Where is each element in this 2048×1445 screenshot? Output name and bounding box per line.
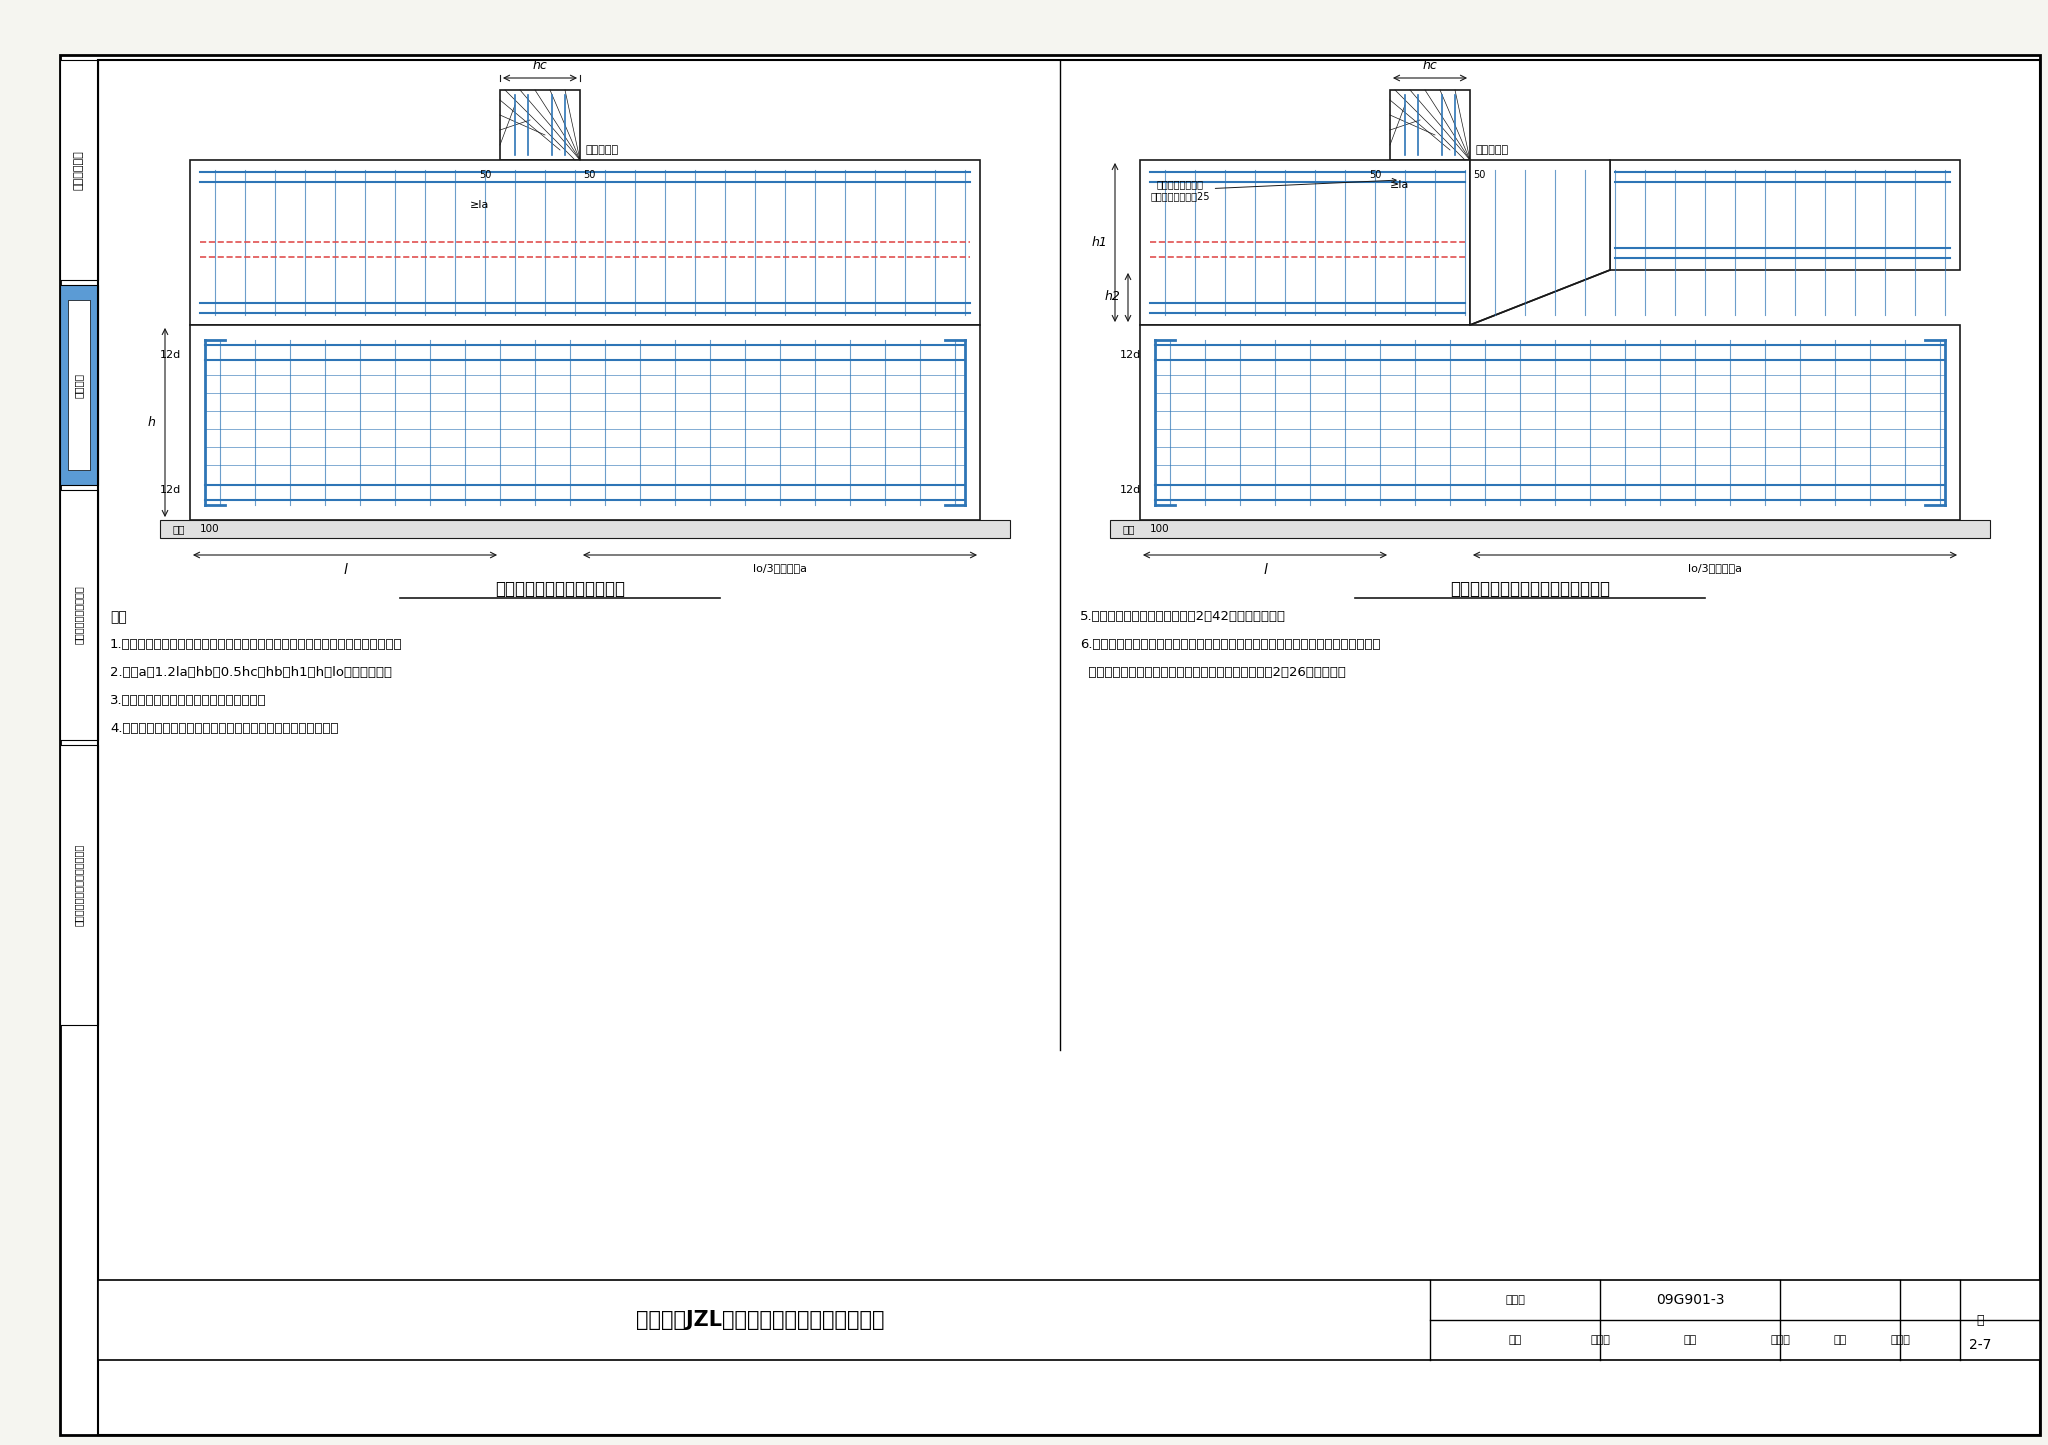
- Bar: [1141, 160, 1470, 325]
- Text: 50: 50: [584, 171, 596, 181]
- Text: l: l: [344, 564, 346, 577]
- Text: 100: 100: [201, 525, 219, 535]
- Text: 校对: 校对: [1683, 1335, 1696, 1345]
- Text: 筏形基础: 筏形基础: [74, 373, 84, 397]
- Bar: [160, 520, 1010, 538]
- Text: 2-7: 2-7: [1968, 1338, 1991, 1353]
- Text: 4.基础主梁相交处的交叉钢筋的位置关系，应按具体设计说明。: 4.基础主梁相交处的交叉钢筋的位置关系，应按具体设计说明。: [111, 722, 338, 736]
- Text: 1.当外伸部位底部纵筋配置多于两排时，从第三排起的延伸长度应由设计者注明。: 1.当外伸部位底部纵筋配置多于两排时，从第三排起的延伸长度应由设计者注明。: [111, 639, 403, 652]
- Text: lo/3且不小于a: lo/3且不小于a: [754, 564, 807, 574]
- Bar: [1141, 325, 1960, 520]
- Text: 页: 页: [1976, 1314, 1985, 1327]
- Text: 100: 100: [1151, 525, 1169, 535]
- Text: 50: 50: [479, 171, 492, 181]
- Text: 过柱或角柱: 过柱或角柱: [586, 144, 618, 155]
- Text: 12d: 12d: [160, 486, 180, 496]
- Bar: [68, 301, 90, 470]
- Text: 审核: 审核: [1509, 1335, 1522, 1345]
- Text: 王怀元: 王怀元: [1890, 1335, 1911, 1345]
- Bar: [190, 160, 981, 325]
- Bar: [1110, 520, 1991, 538]
- Text: 基础主梁JZL端部及外伸部位钢筋排布构造: 基础主梁JZL端部及外伸部位钢筋排布构造: [635, 1311, 885, 1329]
- Polygon shape: [1470, 160, 1610, 325]
- Text: lo/3且不小于a: lo/3且不小于a: [1688, 564, 1743, 574]
- Bar: [1391, 90, 1470, 160]
- Text: 一般构造要求: 一般构造要求: [74, 150, 84, 189]
- Text: 黄志刚: 黄志刚: [1589, 1335, 1610, 1345]
- Text: 法放置。节点区域内的箍筋设置均应满足本图集中第2－26页的要求。: 法放置。节点区域内的箍筋设置均应满足本图集中第2－26页的要求。: [1079, 666, 1346, 679]
- Text: 端部等截面外伸钢筋排布构造: 端部等截面外伸钢筋排布构造: [496, 579, 625, 598]
- Text: 图集号: 图集号: [1505, 1295, 1526, 1305]
- Text: ≥la: ≥la: [471, 199, 489, 210]
- Text: 12d: 12d: [1120, 486, 1141, 496]
- Text: 设计: 设计: [1833, 1335, 1847, 1345]
- Bar: [59, 285, 98, 486]
- Text: 箱形基础、地下室结构: 箱形基础、地下室结构: [74, 585, 84, 644]
- Bar: [190, 325, 981, 520]
- Text: 伸至柱对侧钢筋内
与外侧钢筋距离为25: 伸至柱对侧钢筋内 与外侧钢筋距离为25: [1151, 178, 1397, 201]
- Text: 5.柱插筋构造应满足本图集中第2－42页的构造要求。: 5.柱插筋构造应满足本图集中第2－42页的构造要求。: [1079, 610, 1286, 623]
- Text: 端部变截面外伸钢筋排布构造（一）: 端部变截面外伸钢筋排布构造（一）: [1450, 579, 1610, 598]
- Text: ≥la: ≥la: [1391, 181, 1409, 189]
- Text: hc: hc: [532, 59, 547, 72]
- Bar: [59, 490, 98, 740]
- Text: h2: h2: [1104, 290, 1120, 303]
- Text: 独立基础、条形基础、桩基承台: 独立基础、条形基础、桩基承台: [74, 844, 84, 926]
- Text: 垫层: 垫层: [1122, 525, 1135, 535]
- Text: 09G901-3: 09G901-3: [1655, 1293, 1724, 1306]
- Text: 50: 50: [1473, 171, 1485, 181]
- Text: 50: 50: [1370, 171, 1382, 181]
- Text: h1: h1: [1092, 236, 1108, 249]
- Bar: [500, 90, 580, 160]
- Text: 2.图中a＝1.2la＋hb＋0.5hc，hb＝h1或h，lo为边跨跨度。: 2.图中a＝1.2la＋hb＋0.5hc，hb＝h1或h，lo为边跨跨度。: [111, 666, 391, 679]
- Text: 张工文: 张工文: [1769, 1335, 1790, 1345]
- Bar: [59, 746, 98, 1025]
- Text: 3.节点区域内的箍筋设置同梁端箍筋设置。: 3.节点区域内的箍筋设置同梁端箍筋设置。: [111, 694, 266, 707]
- Text: hc: hc: [1423, 59, 1438, 72]
- Text: 6.本图节点内的梁、柱均有箍筋，施工前应组织好施工顺序，以避免梁或柱的箍筋无: 6.本图节点内的梁、柱均有箍筋，施工前应组织好施工顺序，以避免梁或柱的箍筋无: [1079, 639, 1380, 652]
- Text: l: l: [1264, 564, 1268, 577]
- Text: 过柱或角柱: 过柱或角柱: [1475, 144, 1507, 155]
- Bar: [59, 61, 98, 280]
- Text: 12d: 12d: [160, 350, 180, 360]
- Text: 12d: 12d: [1120, 350, 1141, 360]
- Bar: [98, 1280, 2040, 1360]
- Bar: [1610, 160, 1960, 270]
- Text: 注：: 注：: [111, 610, 127, 624]
- Text: 垫层: 垫层: [172, 525, 184, 535]
- Text: h: h: [147, 416, 156, 429]
